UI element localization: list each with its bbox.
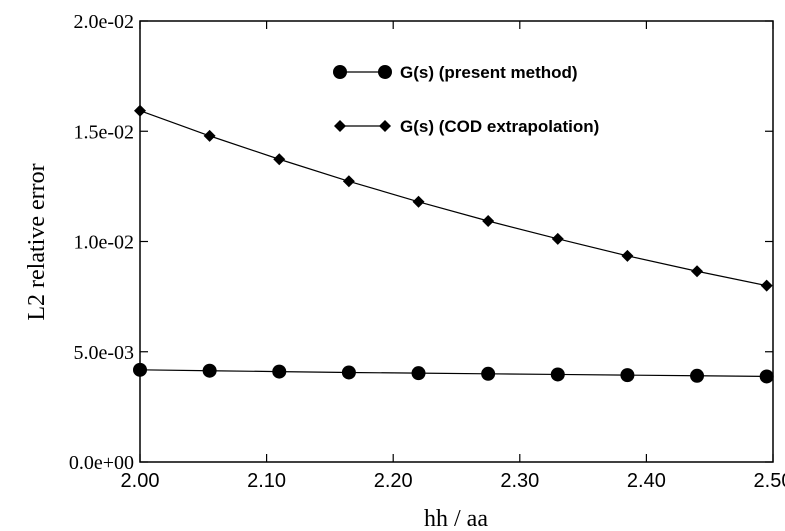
data-point-circle <box>341 365 356 380</box>
data-point-circle <box>550 367 565 382</box>
y-axis: 0.0e+00 5.0e-03 1.0e-02 1.5e-02 2.0e-02 <box>69 11 773 474</box>
x-tick-label: 2.40 <box>627 470 666 492</box>
y-tick-label: 1.0e-02 <box>73 232 134 254</box>
y-tick-label: 5.0e-03 <box>73 342 134 364</box>
data-point-circle <box>690 368 705 383</box>
legend-label-cod-extrapolation: G(s) (COD extrapolation) <box>400 117 599 136</box>
data-point-circle <box>411 366 426 381</box>
data-point-diamond <box>203 129 216 142</box>
series-present-method <box>133 362 774 384</box>
data-point-diamond <box>482 214 495 227</box>
data-point-circle <box>759 369 774 384</box>
data-point-diamond <box>412 195 425 208</box>
legend-marker-circle <box>333 65 347 79</box>
y-axis-label: L2 relative error <box>24 163 50 320</box>
x-axis: 2.00 2.10 2.20 2.30 2.40 2.50 <box>121 21 785 492</box>
x-tick-label: 2.50 <box>754 470 785 492</box>
data-point-circle <box>272 364 287 379</box>
y-tick-label: 0.0e+00 <box>69 452 134 474</box>
legend-label-present-method: G(s) (present method) <box>400 63 578 82</box>
data-point-diamond <box>134 104 146 117</box>
data-point-diamond <box>621 249 634 262</box>
legend-marker-diamond <box>379 120 391 132</box>
y-tick-label: 1.5e-02 <box>73 121 134 143</box>
data-point-diamond <box>551 232 564 245</box>
data-point-diamond <box>342 175 355 188</box>
plot-frame <box>139 20 774 463</box>
x-axis-label: hh / aa <box>424 506 488 531</box>
data-point-circle <box>133 362 147 377</box>
data-point-circle <box>202 363 217 378</box>
series-line <box>139 369 767 378</box>
legend-entry-cod-extrapolation: G(s) (COD extrapolation) <box>334 117 599 136</box>
x-tick-label: 2.20 <box>374 470 413 492</box>
x-tick-label: 2.00 <box>121 470 160 492</box>
data-point-diamond <box>760 279 773 292</box>
data-point-circle <box>620 368 635 383</box>
y-tick-label: 2.0e-02 <box>73 11 134 33</box>
data-point-diamond <box>691 265 704 278</box>
series-layer <box>133 104 774 384</box>
x-tick-label: 2.10 <box>247 470 286 492</box>
data-point-diamond <box>273 153 286 166</box>
series-line <box>139 110 767 287</box>
legend: G(s) (present method) G(s) (COD extrapol… <box>333 63 599 136</box>
legend-marker-circle <box>378 65 392 79</box>
data-point-circle <box>481 366 496 381</box>
legend-marker-diamond <box>334 120 346 132</box>
series-cod-extrapolation <box>134 104 773 292</box>
x-tick-label: 2.30 <box>500 470 539 492</box>
legend-entry-present-method: G(s) (present method) <box>333 63 578 82</box>
